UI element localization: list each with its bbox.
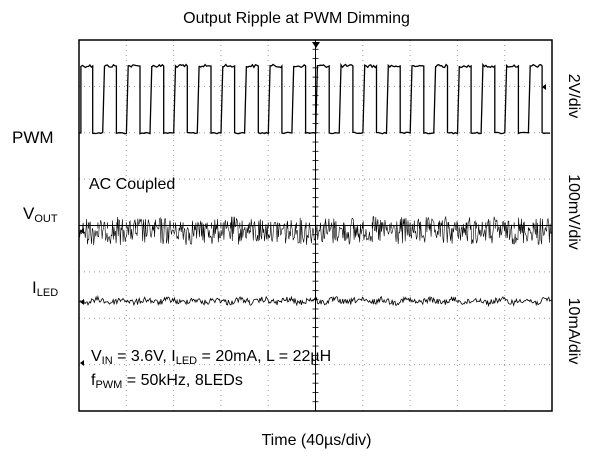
vin-value: = 3.6V,: [112, 348, 172, 365]
iled-label-main: I: [32, 278, 37, 297]
conditions-line-2: fPWM = 50kHz, 8LEDs: [91, 373, 243, 391]
iled-value: = 20mA, L = 22µH: [197, 348, 332, 365]
channel-2-marker: [80, 228, 84, 234]
iled-symbol: I: [171, 348, 176, 365]
iled-channel-label: ILED: [32, 279, 58, 299]
fpwm-subscript: PWM: [95, 379, 123, 391]
iled-scale-label: 10mA/div: [565, 297, 582, 365]
vout-scale-label: 100mV/div: [565, 174, 582, 250]
pwm-channel-label: PWM: [12, 128, 54, 147]
iled-trace: [78, 295, 552, 308]
pwm-scale-label: 2V/div: [565, 73, 582, 119]
x-axis-label: Time (40µs/div): [261, 432, 372, 449]
iled-label-sub: LED: [36, 287, 59, 299]
vin-symbol: V: [91, 348, 102, 365]
trigger-position-marker: [312, 42, 320, 48]
chart-title: Output Ripple at PWM Dimming: [183, 10, 410, 27]
plot-frame: [78, 39, 553, 412]
pwm-trace: [79, 62, 551, 135]
vout-label-sub: OUT: [34, 213, 58, 225]
scope-traces: [78, 62, 552, 308]
trigger-level-marker: [542, 84, 546, 90]
fpwm-value: = 50kHz, 8LEDs: [122, 372, 243, 389]
vout-label-main: V: [23, 204, 35, 223]
ac-coupled-annotation: AC Coupled: [89, 176, 176, 193]
channel-1-marker: [80, 360, 84, 366]
vin-subscript: IN: [101, 355, 113, 367]
channel-3-marker: [80, 299, 84, 305]
fpwm-symbol: f: [91, 372, 96, 389]
vout-trace: [78, 215, 552, 246]
vout-channel-label: VOUT: [23, 205, 58, 225]
conditions-line-1: VIN = 3.6V, ILED = 20mA, L = 22µH: [91, 349, 331, 367]
iled-subscript: LED: [175, 355, 198, 367]
